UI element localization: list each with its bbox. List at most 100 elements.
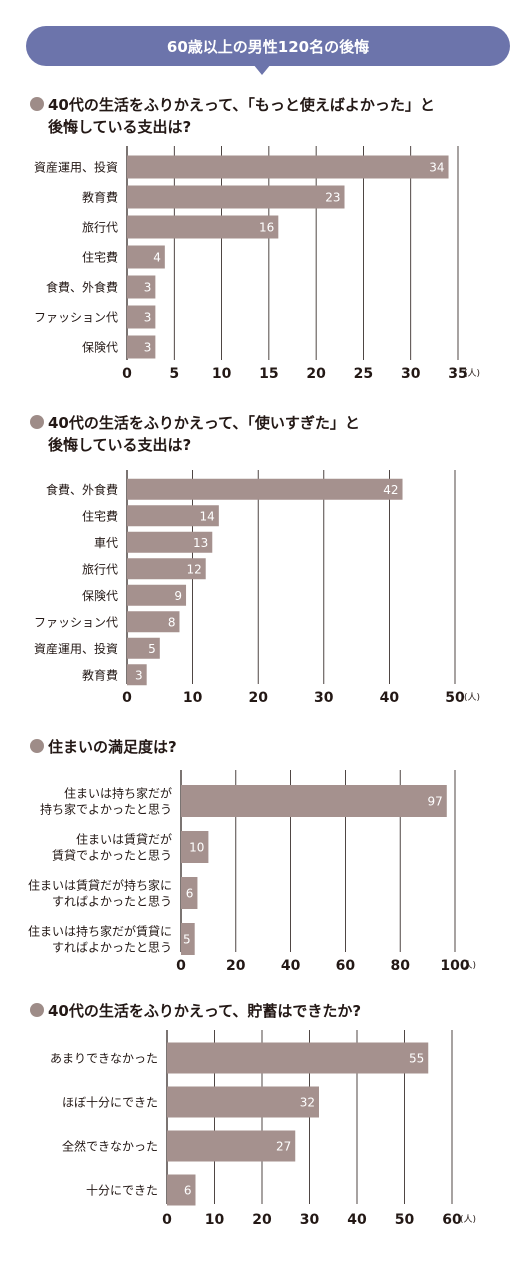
chart-spend-more: 34 資産運用、投資 23 教育費 16 旅行代 4 住宅費 3 食費、外食費 3 ファッション代 3 保… bbox=[34, 146, 480, 382]
x-tick-label: 0 bbox=[122, 366, 132, 382]
bar-value-label: 55 bbox=[409, 1052, 424, 1066]
bar-value-label: 16 bbox=[259, 221, 274, 235]
chart1-title: 40代の生活をふりかえって、「もっと使えばよかった」と 後悔している支出は? bbox=[30, 94, 435, 138]
category-label: 住まいは賃貸だが持ち家に bbox=[28, 878, 172, 893]
x-tick-label: 80 bbox=[390, 958, 410, 974]
chart-savings: 55 あまりできなかった 32 ほぼ十分にできた 27 全然できなかった 6 十分にできた 0 1… bbox=[50, 1030, 476, 1228]
chart2-title-line2: 後悔している支出は? bbox=[48, 436, 192, 454]
x-tick-label: 30 bbox=[300, 1212, 320, 1228]
chart-spent-too-much: 42 食費、外食費 14 住宅費 13 車代 12 旅行代 9 保険代 8 ファッション代 5 資産運用、… bbox=[34, 470, 480, 706]
bar bbox=[167, 1086, 319, 1118]
bar-value-label: 6 bbox=[186, 887, 194, 901]
category-label: 資産運用、投資 bbox=[34, 641, 118, 656]
x-tick-label: 60 bbox=[336, 958, 356, 974]
bar-value-label: 5 bbox=[148, 642, 156, 656]
x-tick-label: 5 bbox=[169, 366, 179, 382]
bar-value-label: 97 bbox=[427, 795, 442, 809]
x-tick-label: 10 bbox=[183, 690, 203, 706]
x-tick-label: 30 bbox=[314, 690, 334, 706]
bar bbox=[167, 1130, 296, 1162]
bar bbox=[127, 305, 156, 329]
bar bbox=[127, 611, 180, 633]
bar bbox=[167, 1042, 429, 1074]
x-tick-label: 20 bbox=[226, 958, 246, 974]
chart3-title: 住まいの満足度は? bbox=[30, 736, 177, 758]
bar-value-label: 32 bbox=[300, 1096, 315, 1110]
bullet-icon bbox=[30, 97, 44, 111]
bar-value-label: 8 bbox=[168, 615, 176, 629]
category-label: 保険代 bbox=[82, 341, 118, 355]
category-label: すればよかったと思う bbox=[52, 895, 172, 909]
bar bbox=[127, 531, 213, 553]
category-label: あまりできなかった bbox=[50, 1052, 158, 1066]
bar-value-label: 10 bbox=[189, 841, 204, 855]
x-tick-label: 40 bbox=[380, 690, 400, 706]
category-label: ファッション代 bbox=[34, 311, 118, 325]
bar-value-label: 23 bbox=[325, 191, 340, 205]
category-label: 旅行代 bbox=[82, 562, 118, 576]
bar bbox=[127, 664, 147, 686]
x-tick-label: 40 bbox=[281, 958, 301, 974]
bar-value-label: 12 bbox=[186, 562, 201, 576]
unit-label: (人) bbox=[464, 692, 480, 703]
banner-title: 60歳以上の男性120名の後悔 bbox=[166, 37, 370, 56]
x-tick-label: 0 bbox=[176, 958, 186, 974]
category-label: 住まいは賃貸だが bbox=[76, 832, 172, 847]
unit-label: (人) bbox=[460, 1214, 476, 1225]
chart4-title: 40代の生活をふりかえって、貯蓄はできたか? bbox=[30, 1000, 361, 1022]
category-label: すればよかったと思う bbox=[52, 941, 172, 955]
category-label: 賃貸でよかったと思う bbox=[52, 848, 172, 863]
x-tick-label: 100 bbox=[440, 958, 469, 974]
bar bbox=[127, 275, 156, 299]
x-tick-label: 0 bbox=[162, 1212, 172, 1228]
bar bbox=[181, 923, 195, 955]
category-label: 食費、外食費 bbox=[46, 482, 118, 497]
bar bbox=[167, 1174, 196, 1206]
bar bbox=[181, 831, 209, 863]
category-label: 旅行代 bbox=[82, 221, 118, 235]
bar bbox=[127, 505, 219, 527]
category-label: 食費、外食費 bbox=[46, 280, 118, 295]
bar bbox=[127, 637, 160, 659]
bar-value-label: 13 bbox=[193, 536, 208, 550]
survey-banner: 60歳以上の男性120名の後悔 bbox=[26, 26, 510, 66]
x-tick-label: 0 bbox=[122, 690, 132, 706]
category-label: 十分にできた bbox=[86, 1184, 158, 1198]
x-tick-label: 25 bbox=[354, 366, 373, 382]
x-tick-label: 60 bbox=[442, 1212, 462, 1228]
chart1-title-line2: 後悔している支出は? bbox=[48, 118, 192, 136]
bar bbox=[127, 215, 279, 239]
bar-value-label: 14 bbox=[200, 509, 215, 523]
bar bbox=[127, 558, 206, 580]
category-label: 住まいは持ち家だが bbox=[64, 786, 172, 801]
x-tick-label: 30 bbox=[401, 366, 421, 382]
x-tick-label: 20 bbox=[248, 690, 268, 706]
bar-value-label: 34 bbox=[429, 161, 444, 175]
chart2-title-line1: 40代の生活をふりかえって、「使いすぎた」と bbox=[48, 414, 360, 432]
unit-label: (人) bbox=[464, 368, 480, 379]
bar-value-label: 5 bbox=[183, 933, 191, 947]
x-tick-label: 50 bbox=[395, 1212, 415, 1228]
bar bbox=[127, 245, 165, 269]
bar-value-label: 42 bbox=[383, 483, 398, 497]
chart1-title-line1: 40代の生活をふりかえって、「もっと使えばよかった」と bbox=[48, 96, 435, 114]
category-label: 持ち家でよかったと思う bbox=[40, 802, 172, 817]
x-tick-label: 20 bbox=[252, 1212, 272, 1228]
x-tick-label: 10 bbox=[212, 366, 232, 382]
unit-label: (人) bbox=[460, 960, 476, 971]
category-label: 車代 bbox=[94, 536, 118, 550]
bar bbox=[127, 155, 449, 179]
bar bbox=[181, 785, 447, 817]
bar-value-label: 3 bbox=[144, 281, 152, 295]
category-label: ほぼ十分にできた bbox=[62, 1096, 158, 1110]
chart2-title: 40代の生活をふりかえって、「使いすぎた」と 後悔している支出は? bbox=[30, 412, 360, 456]
chart4-title-line1: 40代の生活をふりかえって、貯蓄はできたか? bbox=[48, 1002, 362, 1020]
chart3-title-line1: 住まいの満足度は? bbox=[48, 738, 177, 756]
category-label: 住宅費 bbox=[82, 250, 118, 265]
category-label: 教育費 bbox=[82, 190, 118, 205]
bar-value-label: 4 bbox=[153, 251, 161, 265]
category-label: 全然できなかった bbox=[62, 1139, 158, 1154]
bar-value-label: 3 bbox=[144, 311, 152, 325]
bar bbox=[127, 478, 403, 500]
bar bbox=[127, 185, 345, 209]
